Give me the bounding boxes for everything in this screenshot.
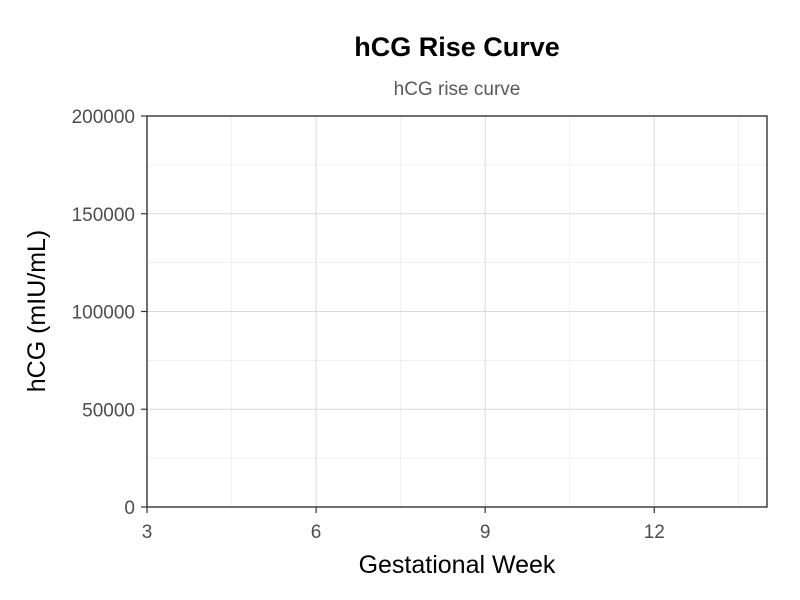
y-tick-label: 200000 xyxy=(72,107,135,128)
y-tick-label: 150000 xyxy=(72,205,135,226)
x-tick-label: 12 xyxy=(644,522,665,543)
y-tick-label: 100000 xyxy=(72,303,135,324)
x-tick-label: 6 xyxy=(311,522,322,543)
chart-title: hCG Rise Curve xyxy=(354,32,560,62)
x-tick-label: 9 xyxy=(480,522,491,543)
y-tick-label: 0 xyxy=(124,498,135,519)
x-tick-label: 3 xyxy=(142,522,153,543)
chart-subtitle: hCG rise curve xyxy=(394,79,521,100)
y-tick-label: 50000 xyxy=(82,400,135,421)
x-axis-title: Gestational Week xyxy=(359,551,556,579)
tick-labels: 3 6 9 12 0 50000 100000 150000 200000 xyxy=(72,107,665,543)
y-axis-title: hCG (mIU/mL) xyxy=(23,230,51,393)
grid xyxy=(146,115,767,508)
axes xyxy=(141,115,768,513)
